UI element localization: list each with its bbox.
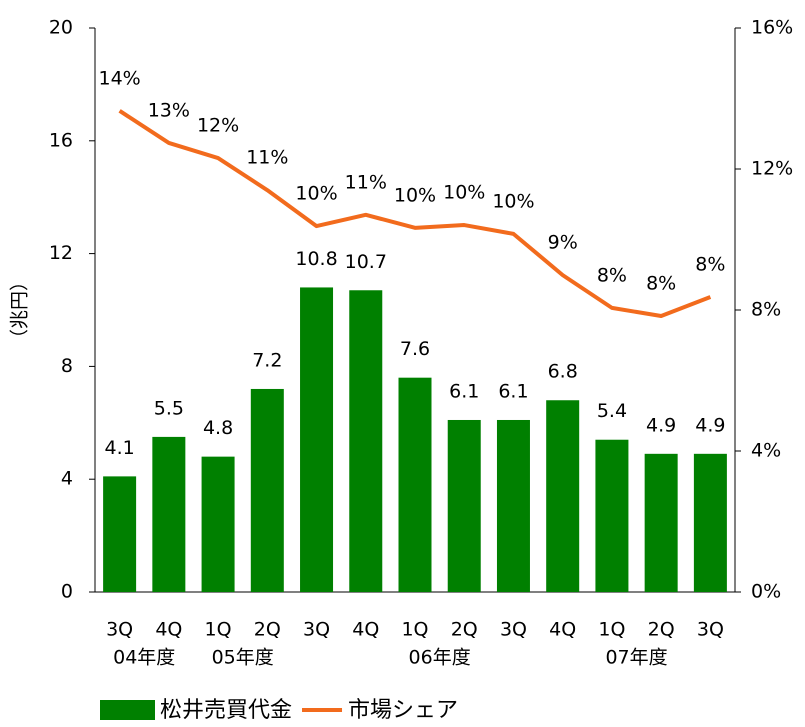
line-value-label: 8% — [597, 264, 627, 286]
line-value-label: 10% — [443, 182, 485, 204]
line-value-label: 10% — [394, 184, 436, 206]
bar — [349, 290, 383, 592]
x-tick-label: 2Q — [451, 619, 478, 641]
bar-value-label: 10.8 — [295, 248, 337, 270]
x-group-label: 05年度 — [212, 647, 274, 669]
x-tick-label: 3Q — [106, 619, 133, 641]
x-tick-label: 1Q — [205, 619, 232, 641]
bar — [595, 439, 629, 592]
bar — [644, 453, 678, 592]
line-value-label: 12% — [197, 115, 239, 137]
y-tick-label: 8 — [61, 355, 73, 377]
bar — [152, 436, 186, 592]
y-axis-label: （兆円） — [9, 272, 31, 348]
bar — [546, 400, 580, 592]
x-group-label: 06年度 — [409, 647, 471, 669]
y-tick-label: 4 — [61, 468, 73, 490]
x-group-label: 07年度 — [605, 647, 667, 669]
bar-value-label: 4.8 — [203, 417, 233, 439]
legend-label: 市場シェア — [348, 698, 458, 723]
bar — [103, 476, 137, 592]
bar — [693, 453, 727, 592]
bar-value-label: 6.8 — [548, 361, 578, 383]
x-tick-label: 1Q — [598, 619, 625, 641]
bar — [447, 419, 481, 592]
bar-value-label: 4.9 — [646, 414, 676, 436]
y-tick-label: 12 — [49, 242, 73, 264]
x-tick-label: 1Q — [401, 619, 428, 641]
bar-value-label: 4.9 — [695, 414, 725, 436]
bar — [250, 388, 284, 592]
x-group-label: 04年度 — [113, 647, 175, 669]
bar-value-label: 5.5 — [154, 397, 184, 419]
x-tick-label: 4Q — [155, 619, 182, 641]
x-tick-label: 4Q — [352, 619, 379, 641]
x-tick-label: 3Q — [500, 619, 527, 641]
y2-tick-label: 4% — [751, 440, 781, 462]
bar-value-label: 7.6 — [400, 338, 430, 360]
line-value-label: 8% — [695, 253, 725, 275]
x-tick-label: 3Q — [303, 619, 330, 641]
bar-value-label: 5.4 — [597, 400, 627, 422]
line — [118, 109, 712, 318]
bar-value-label: 4.1 — [105, 437, 135, 459]
y-tick-label: 20 — [49, 17, 73, 39]
y2-tick-label: 12% — [751, 158, 793, 180]
y-tick-label: 16 — [49, 129, 73, 151]
bar-value-label: 6.1 — [449, 380, 479, 402]
bar — [201, 456, 235, 592]
x-tick-label: 3Q — [697, 619, 724, 641]
line-value-label: 13% — [148, 99, 190, 121]
line-value-label: 10% — [492, 190, 534, 212]
bar-value-label: 7.2 — [252, 349, 282, 371]
y-tick-label: 0 — [61, 581, 73, 603]
y2-tick-label: 16% — [751, 17, 793, 39]
line-value-label: 11% — [345, 171, 387, 193]
line-value-label: 8% — [646, 272, 676, 294]
line-value-label: 9% — [548, 232, 578, 254]
y2-tick-label: 0% — [751, 581, 781, 603]
x-tick-label: 2Q — [648, 619, 675, 641]
bar — [398, 377, 432, 592]
bar — [496, 419, 530, 592]
x-tick-label: 4Q — [549, 619, 576, 641]
line-value-label: 11% — [246, 147, 288, 169]
legend-label: 松井売買代金 — [160, 698, 292, 723]
bar-value-label: 6.1 — [498, 380, 528, 402]
line-value-label: 10% — [295, 183, 337, 205]
y2-tick-label: 8% — [751, 299, 781, 321]
legend-swatch — [100, 700, 155, 720]
line-value-label: 14% — [98, 67, 140, 89]
bar — [300, 287, 334, 592]
x-tick-label: 2Q — [254, 619, 281, 641]
bar-value-label: 10.7 — [345, 251, 387, 273]
